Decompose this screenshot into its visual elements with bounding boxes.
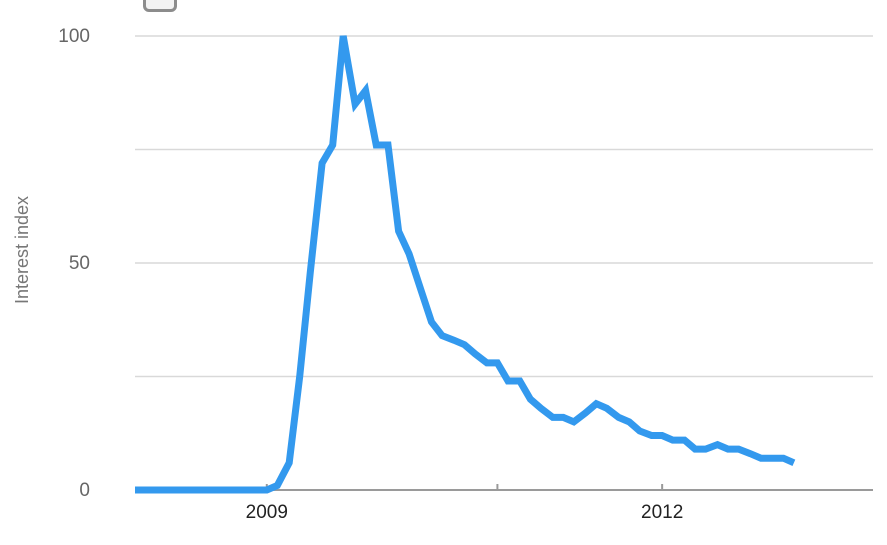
- x-tick-label-2009: 2009: [246, 502, 288, 523]
- y-tick-label-50: 50: [69, 253, 90, 274]
- y-tick-label-0: 0: [79, 480, 90, 501]
- series-line-0: [135, 35, 796, 494]
- chart-menu-icon[interactable]: [143, 0, 177, 12]
- x-tick-label-2012: 2012: [641, 502, 683, 523]
- y-tick-label-100: 100: [58, 26, 90, 47]
- y-tick-labels: 0 50 100: [58, 26, 90, 501]
- series: [135, 35, 796, 494]
- x-tick-labels: 2009 2012: [246, 502, 684, 523]
- y-axis-label: Interest index: [12, 196, 32, 304]
- gridlines: [135, 35, 873, 378]
